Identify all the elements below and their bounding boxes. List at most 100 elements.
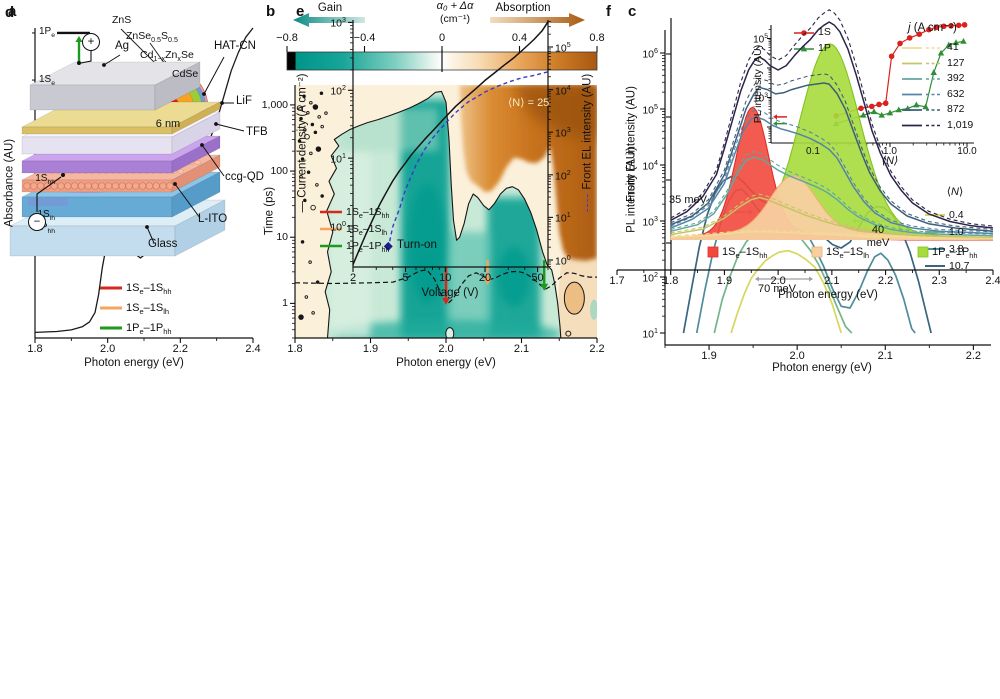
- colorbar-tick: −0.4: [353, 32, 376, 44]
- c-legend-title: ⟨N⟩: [946, 186, 964, 198]
- c-x-tick: 2.0: [789, 350, 805, 362]
- panel-e-label: e: [296, 3, 305, 20]
- gain-heatmap: [286, 13, 598, 343]
- a-xlabel: Photon energy (eV): [84, 357, 184, 369]
- f-ylabel: Front EL intensity (AU): [625, 86, 638, 202]
- e-y-left-tick: 103: [330, 16, 346, 30]
- panel-f-label: f: [606, 3, 611, 20]
- b-legend-item: 1Se–1Slh: [346, 223, 388, 238]
- d-layer-label-hatcn: HAT-CN: [214, 40, 256, 52]
- b-legend-item: 1Pe–1Phh: [346, 240, 390, 255]
- f-component-legend-item: 1Se–1Slh: [826, 246, 870, 261]
- c-annotation-70mev: 70 meV: [758, 283, 796, 295]
- c-legend-item: 0.4: [949, 209, 964, 221]
- a-x-tick: 1.8: [27, 343, 43, 355]
- f-legend-title: j (A cm⁻²): [908, 22, 957, 34]
- e-x-tick: 50: [531, 272, 544, 284]
- panel-e: e Voltage (V) — Current density (A cm⁻²)…: [290, 0, 600, 309]
- b-y-tick: 100: [270, 165, 288, 178]
- b-x-tick: 2.0: [438, 343, 454, 355]
- e-turn-on-label: Turn-on: [397, 239, 437, 251]
- f-x-tick: 2.2: [877, 275, 894, 287]
- f-x-tick: 2.3: [931, 275, 947, 287]
- c-legend-item: 3.8: [949, 243, 964, 255]
- colorbar-tick: −0.8: [276, 32, 298, 44]
- c-annotation-40mev: 40 meV: [866, 224, 890, 249]
- a-level-label: 1Se: [38, 73, 55, 87]
- c-x-tick: 2.2: [965, 350, 982, 362]
- d-layer-label-lif: LiF: [236, 95, 252, 107]
- e-y-right-tick: 102: [555, 168, 571, 183]
- c-xlabel: Photon energy (eV): [772, 362, 872, 374]
- f-x-tick: 1.8: [663, 275, 679, 287]
- c-inset-ylabel: PL intensity (AU): [751, 44, 764, 124]
- el-spectra-plot: [616, 9, 994, 275]
- component-fill: [670, 175, 993, 240]
- f-component-legend-item: 1Se–1Shh: [722, 246, 768, 261]
- c-y-tick: 101: [642, 327, 658, 341]
- e-y-left-tick: 100: [330, 220, 346, 234]
- c-x-tick: 2.1: [877, 350, 893, 362]
- e-y-right-tick: 105: [555, 41, 571, 55]
- e-solid-line-glyph: —: [296, 201, 309, 213]
- jv-el-plot: [348, 20, 553, 272]
- panel-d-label: d: [5, 4, 15, 21]
- d-layer-label-lito: L-ITO: [198, 213, 228, 225]
- a-ylabel: Absorbance (AU): [3, 138, 16, 228]
- b-x-tick: 2.1: [513, 343, 530, 355]
- c-inset-xlabel: ⟨N⟩: [881, 155, 899, 167]
- c-y-tick: 102: [642, 271, 658, 285]
- a-level-label: 1Shh: [35, 173, 55, 187]
- f-x-tick: 2.1: [824, 275, 840, 287]
- e-x-tick: 10: [439, 272, 452, 284]
- e-dashed-line-glyph: ----: [581, 192, 594, 213]
- a-legend-item: 1Se–1Shh: [126, 282, 172, 297]
- a-legend-item: 1Pe–1Phh: [126, 322, 172, 337]
- panel-b-label: b: [266, 3, 276, 20]
- e-xlabel: Voltage (V): [421, 287, 479, 299]
- b-x-tick: 1.9: [362, 343, 379, 355]
- b-x-tick: 1.8: [287, 343, 303, 355]
- c-inset-legend-item: 1S: [818, 26, 831, 38]
- e-x-tick: 2: [349, 272, 357, 284]
- e-ylabel-left: — Current density (A cm⁻²): [296, 73, 309, 213]
- f-legend-item: 127: [947, 56, 965, 69]
- f-legend-item: 632: [947, 87, 965, 100]
- a-x-tick: 2.0: [100, 343, 116, 355]
- f-x-tick: 2.0: [770, 275, 786, 287]
- f-x-tick: 2.4: [985, 275, 1000, 287]
- b-unit-label2: (cm⁻¹): [439, 13, 471, 25]
- e-y-left-tick: 102: [330, 84, 346, 98]
- qd-scale-label: 6 nm: [155, 118, 181, 130]
- b-gain-label: Gain: [317, 2, 343, 14]
- c-inset-x-tick: 0.1: [806, 146, 820, 157]
- qd-shell-label: ZnSe0.5S0.5: [126, 30, 178, 45]
- b-y-tick: 1,000: [261, 98, 288, 111]
- panel-f: f Photon energy (eV) Front EL intensity …: [600, 0, 1000, 309]
- e-y-left-tick: 101: [330, 152, 346, 166]
- c-inset-y-tick: 103: [753, 91, 768, 104]
- c-y-tick: 105: [642, 103, 658, 117]
- f-legend-item: 392: [947, 72, 965, 84]
- e-y-right-tick: 101: [555, 211, 571, 225]
- qd-shell-label: CdSe: [172, 68, 199, 80]
- colorbar-tick: 0.4: [511, 32, 528, 44]
- gain-arrow-icon: [293, 13, 365, 27]
- c-legend-item: 1.0: [949, 226, 964, 238]
- c-x-tick: 1.9: [701, 350, 717, 362]
- heatmap-canvas: [295, 85, 597, 338]
- b-legend-item: 1Se–1Shh: [346, 206, 390, 221]
- e-y-right-tick: 104: [555, 83, 571, 98]
- component-fill: [670, 43, 993, 241]
- f-legend-item: 1,019: [947, 118, 974, 131]
- c-inset-y-tick: 105: [753, 32, 768, 45]
- d-layer-label-ag: Ag: [115, 40, 130, 52]
- c-annotation-35mev: 35 meV: [669, 194, 707, 206]
- b-y-tick: 1: [282, 297, 288, 310]
- c-legend-item: 10.7: [949, 260, 970, 272]
- panel-b: b Gain α₀ + Δα (cm⁻¹) Absorption ⟨N⟩ = 2…: [262, 0, 622, 390]
- turn-on-marker: [383, 241, 393, 251]
- d-minus-contact: −: [28, 213, 46, 231]
- e-x-tick: 20: [478, 272, 492, 284]
